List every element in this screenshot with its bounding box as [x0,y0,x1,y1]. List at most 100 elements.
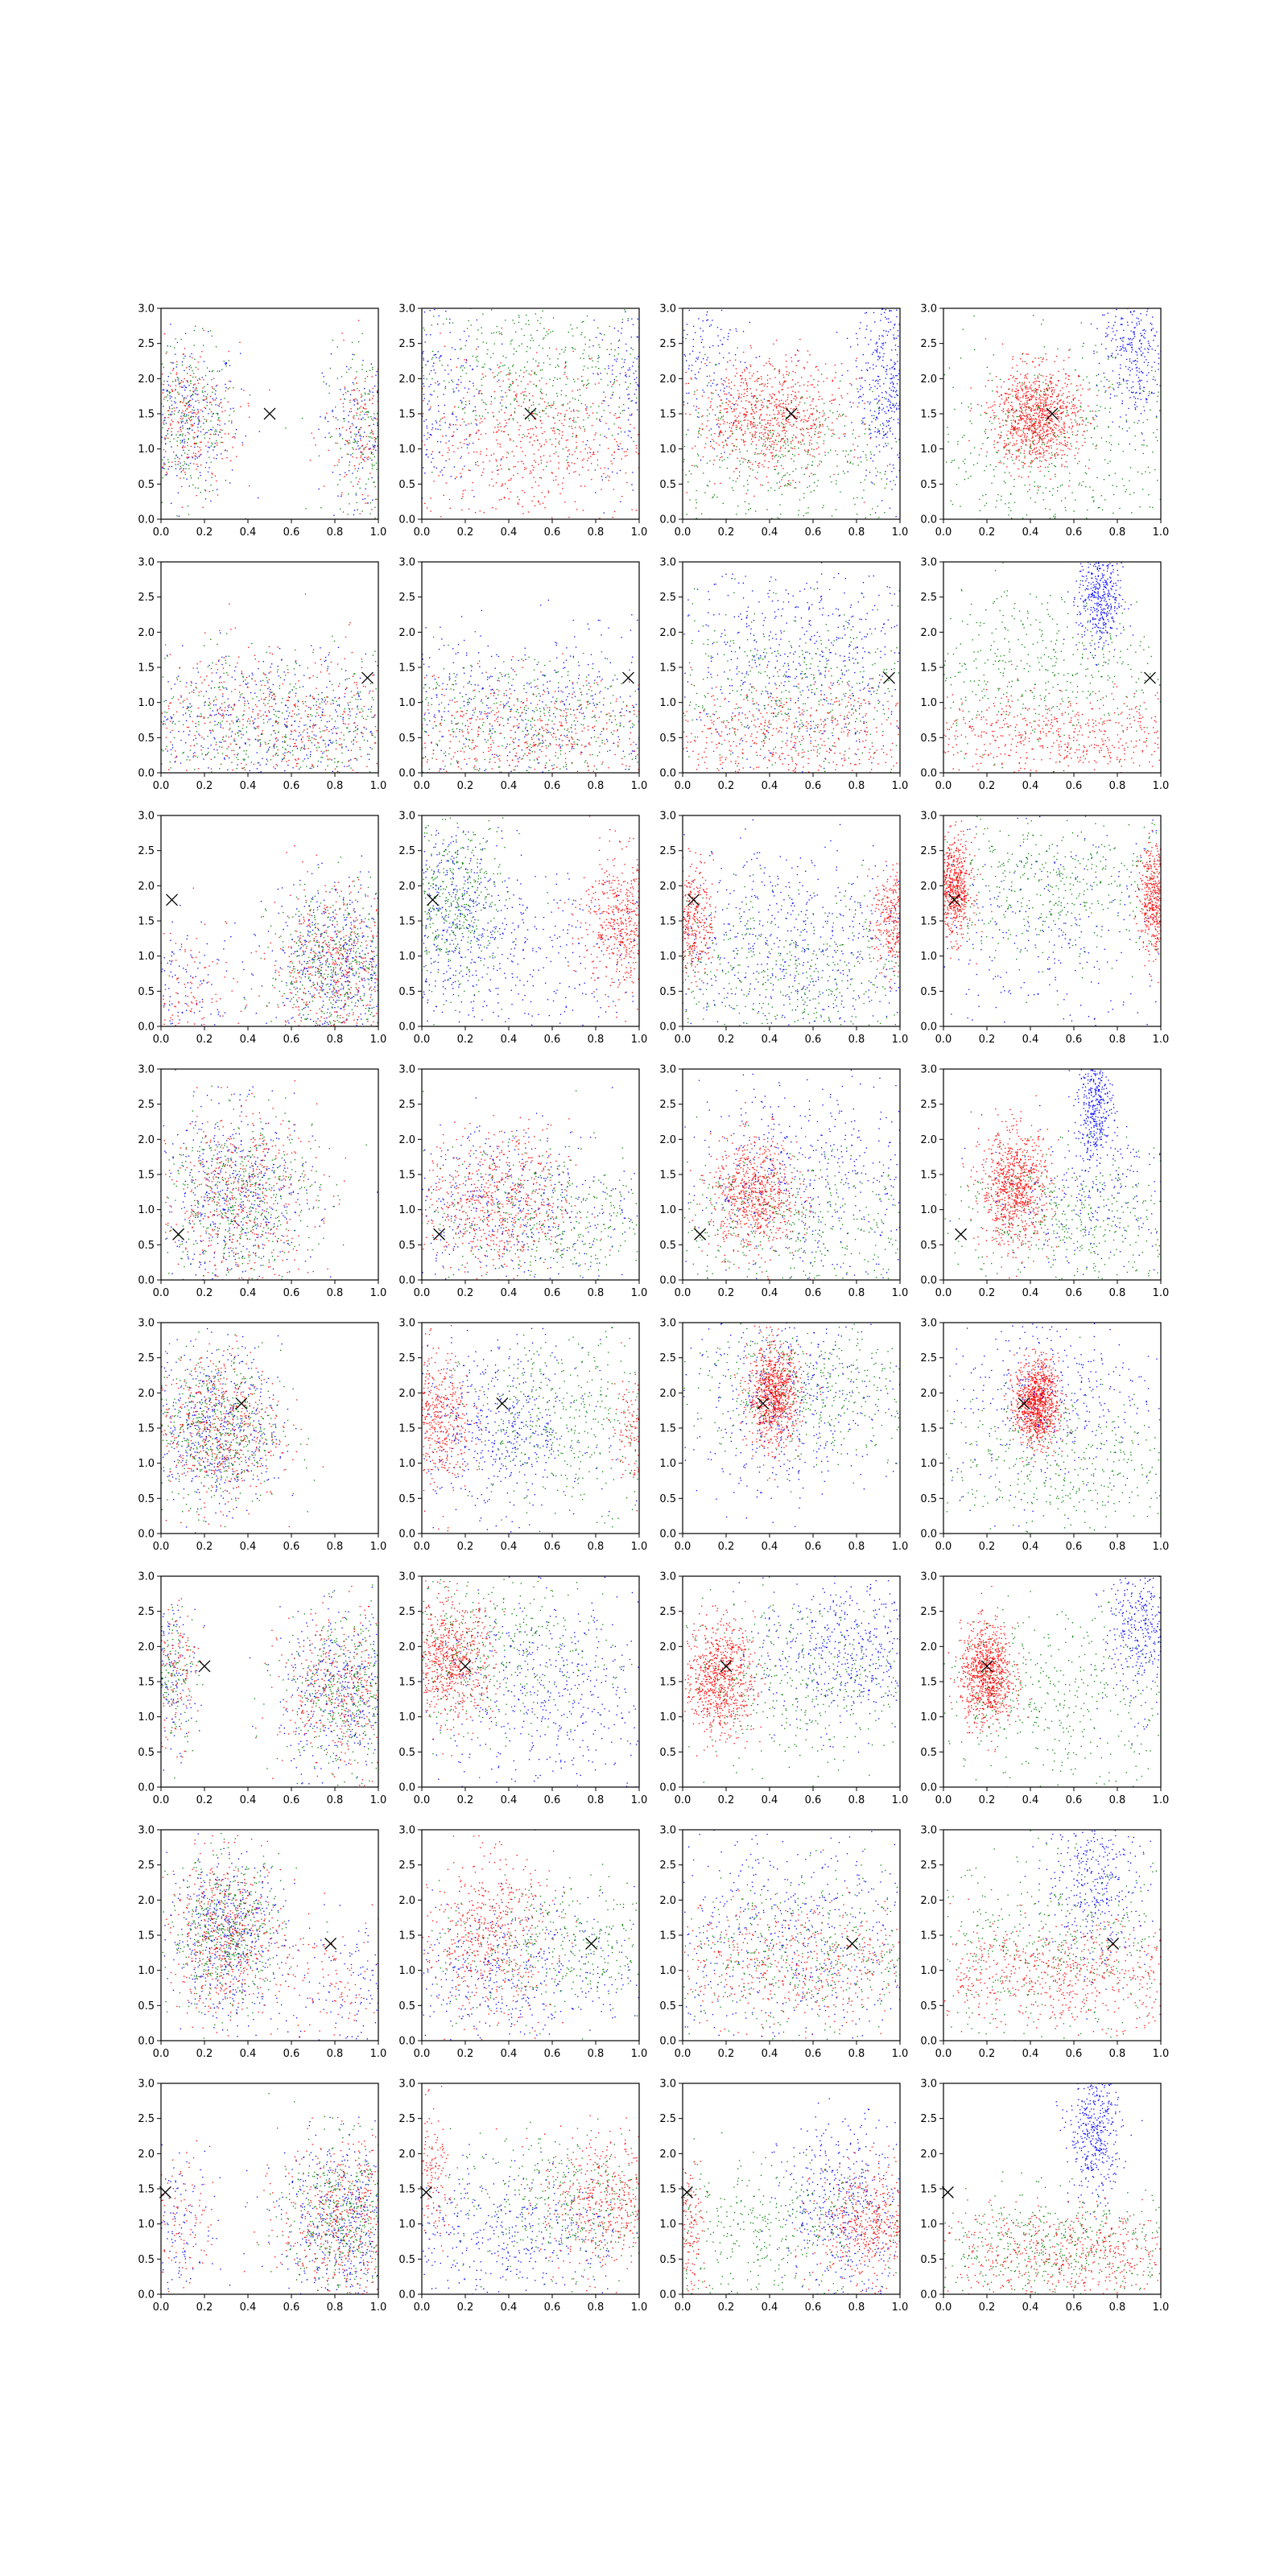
scatter-point [1057,380,1059,382]
scatter-point [742,331,745,332]
scatter-point [742,434,744,436]
scatter-point [341,376,343,378]
scatter-point [757,453,758,455]
scatter-point [573,378,575,380]
scatter-point [510,491,511,493]
scatter-point [683,404,685,406]
scatter-point [502,365,504,367]
scatter-point [163,383,164,386]
scatter-point [235,429,237,431]
scatter-point [437,351,439,353]
scatter-point [780,440,782,442]
scatter-point [216,412,217,415]
scatter-point [514,411,515,413]
scatter-point [825,363,827,365]
scatter-point [813,386,815,388]
scatter-point [802,427,803,429]
scatter-point [634,357,636,359]
scatter-point [169,408,171,410]
scatter-point [531,487,533,489]
scatter-point [599,346,601,348]
scatter-point [535,461,537,463]
scatter-point [814,456,815,458]
scatter-point [898,469,900,472]
scatter-point [232,447,233,448]
scatter-point [765,444,766,446]
scatter-point [429,408,431,410]
scatter-point [1058,370,1059,372]
scatter-point [722,415,724,417]
scatter-point [776,454,778,456]
scatter-point [1096,394,1098,396]
scatter-point [597,357,599,359]
scatter-point [336,346,338,348]
scatter-point [197,423,199,425]
scatter-point [1018,449,1021,451]
scatter-point [817,384,819,386]
scatter-point [188,403,191,406]
scatter-point [704,492,706,493]
scatter-point [631,400,633,402]
scatter-point [500,371,502,373]
scatter-point [834,398,836,400]
scatter-point [170,423,171,425]
scatter-point [632,365,634,367]
scatter-point [582,441,584,443]
scatter-point [186,419,188,421]
scatter-point [1060,416,1062,419]
scatter-point [843,413,844,415]
scatter-point [881,308,883,310]
scatter-point [1033,431,1034,433]
scatter-point [332,340,334,341]
scatter-point [425,454,427,456]
x-marker [263,407,276,420]
scatter-point [552,330,554,332]
scatter-point [638,366,639,368]
scatter-point [873,454,875,456]
scatter-point [1039,399,1041,401]
scatter-point [425,419,427,421]
scatter-point [759,422,761,423]
scatter-point [774,469,775,470]
scatter-point [182,433,184,435]
scatter-point [860,456,861,458]
scatter-point [1001,419,1004,421]
scatter-point [193,410,195,411]
scatter-point [204,489,206,491]
scatter-point [898,369,900,371]
scatter-point [721,431,723,433]
scatter-point [376,370,378,373]
scatter-point [803,421,805,423]
scatter-point [163,398,165,400]
scatter-point [797,409,799,411]
scatter-point [1016,378,1018,380]
scatter-point [493,415,494,417]
scatter-point [767,419,769,421]
scatter-point [1061,454,1063,456]
scatter-point [175,385,177,386]
scatter-point [1030,415,1031,417]
scatter-point [696,398,698,400]
scatter-point [618,384,621,386]
scatter-point [870,386,872,389]
scatter-point [1078,448,1080,450]
scatter-point [182,445,184,447]
scatter-point [586,385,588,386]
scatter-point [196,457,198,459]
scatter-point [750,347,752,349]
scatter-point [1011,390,1013,392]
scatter-point [361,395,363,397]
scatter-point [760,376,762,378]
scatter-point [587,452,588,454]
scatter-point [358,431,360,434]
scatter-point [1060,412,1062,414]
scatter-point [838,437,840,439]
scatter-point [485,433,487,435]
scatter-point [828,428,830,430]
scatter-point [1032,361,1034,363]
scatter-point [886,392,887,394]
scatter-point [782,438,784,440]
scatter-point [535,426,536,427]
scatter-point [450,358,452,361]
scatter-point [573,463,576,464]
